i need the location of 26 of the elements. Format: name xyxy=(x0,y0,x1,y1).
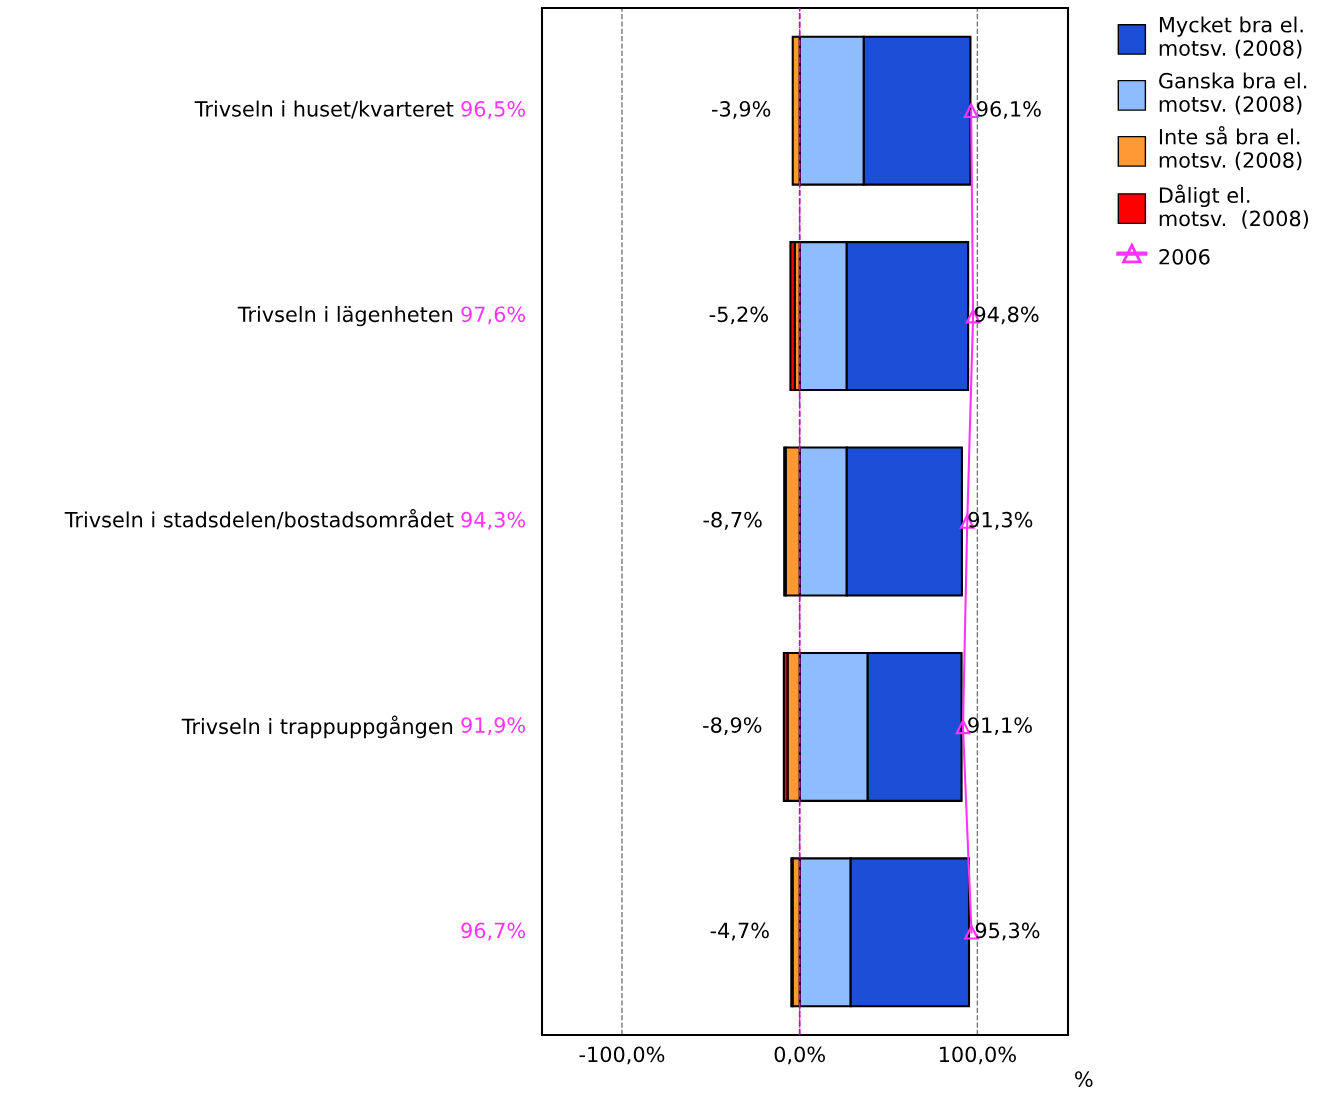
x-tick-label: -100,0% xyxy=(579,1046,665,1065)
text: -8,7% xyxy=(703,511,762,530)
y-tick-label: Trivseln i stadsdelen/bostadsområdet xyxy=(64,508,454,530)
y-tick-label: Trivseln i trappuppgången xyxy=(181,715,453,739)
data-label: 96,7% xyxy=(461,922,526,941)
text: 95,3% xyxy=(975,922,1040,941)
legend-label: 2006 xyxy=(1159,248,1210,265)
text: -3,9% xyxy=(711,100,771,119)
x-axis-title: % xyxy=(1075,1071,1093,1088)
x-tick-label: 0,0% xyxy=(774,1046,825,1065)
y-tick-label: Trivseln i lägenheten xyxy=(237,306,453,327)
y-tick-label: Trivseln i huset/kvarteret xyxy=(194,100,454,119)
legend-label: Inte så bra el. motsv. (2008) xyxy=(1159,126,1302,171)
legend-label: Dåligt el. motsv. (2008) xyxy=(1159,184,1309,229)
data-label: 91,9% xyxy=(461,717,526,736)
legend-label: Ganska bra el. motsv. (2008) xyxy=(1159,72,1307,115)
data-label: 94,3% xyxy=(461,511,526,530)
text: 91,1% xyxy=(968,717,1032,736)
data-label: 96,5% xyxy=(461,100,526,119)
text: 96,1% xyxy=(977,100,1041,119)
legend-label: Mycket bra el. motsv. (2008) xyxy=(1159,16,1303,59)
text: -4,7% xyxy=(710,922,769,941)
text: -8,9% xyxy=(703,717,762,736)
x-tick-label: 100,0% xyxy=(939,1046,1016,1065)
data-label: 97,6% xyxy=(461,306,526,325)
text: -5,2% xyxy=(709,306,768,325)
